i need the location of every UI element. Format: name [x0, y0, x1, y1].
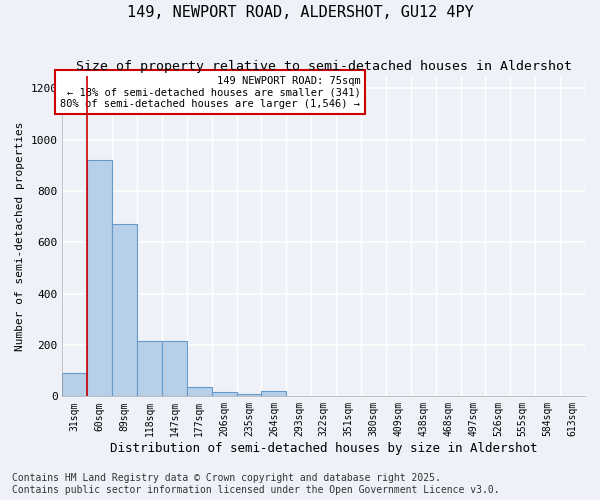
Bar: [236, 394, 262, 396]
Bar: [112, 224, 137, 396]
Bar: [137, 341, 162, 396]
Y-axis label: Number of semi-detached properties: Number of semi-detached properties: [15, 121, 25, 350]
Text: 149, NEWPORT ROAD, ALDERSHOT, GU12 4PY: 149, NEWPORT ROAD, ALDERSHOT, GU12 4PY: [127, 5, 473, 20]
Bar: [88, 160, 112, 396]
X-axis label: Distribution of semi-detached houses by size in Aldershot: Distribution of semi-detached houses by …: [110, 442, 538, 455]
Bar: [162, 341, 187, 396]
Text: 149 NEWPORT ROAD: 75sqm
← 18% of semi-detached houses are smaller (341)
80% of s: 149 NEWPORT ROAD: 75sqm ← 18% of semi-de…: [60, 76, 360, 109]
Bar: [62, 373, 88, 396]
Text: Contains HM Land Registry data © Crown copyright and database right 2025.
Contai: Contains HM Land Registry data © Crown c…: [12, 474, 500, 495]
Bar: [262, 391, 286, 396]
Title: Size of property relative to semi-detached houses in Aldershot: Size of property relative to semi-detach…: [76, 60, 572, 73]
Bar: [212, 392, 236, 396]
Bar: [187, 387, 212, 396]
